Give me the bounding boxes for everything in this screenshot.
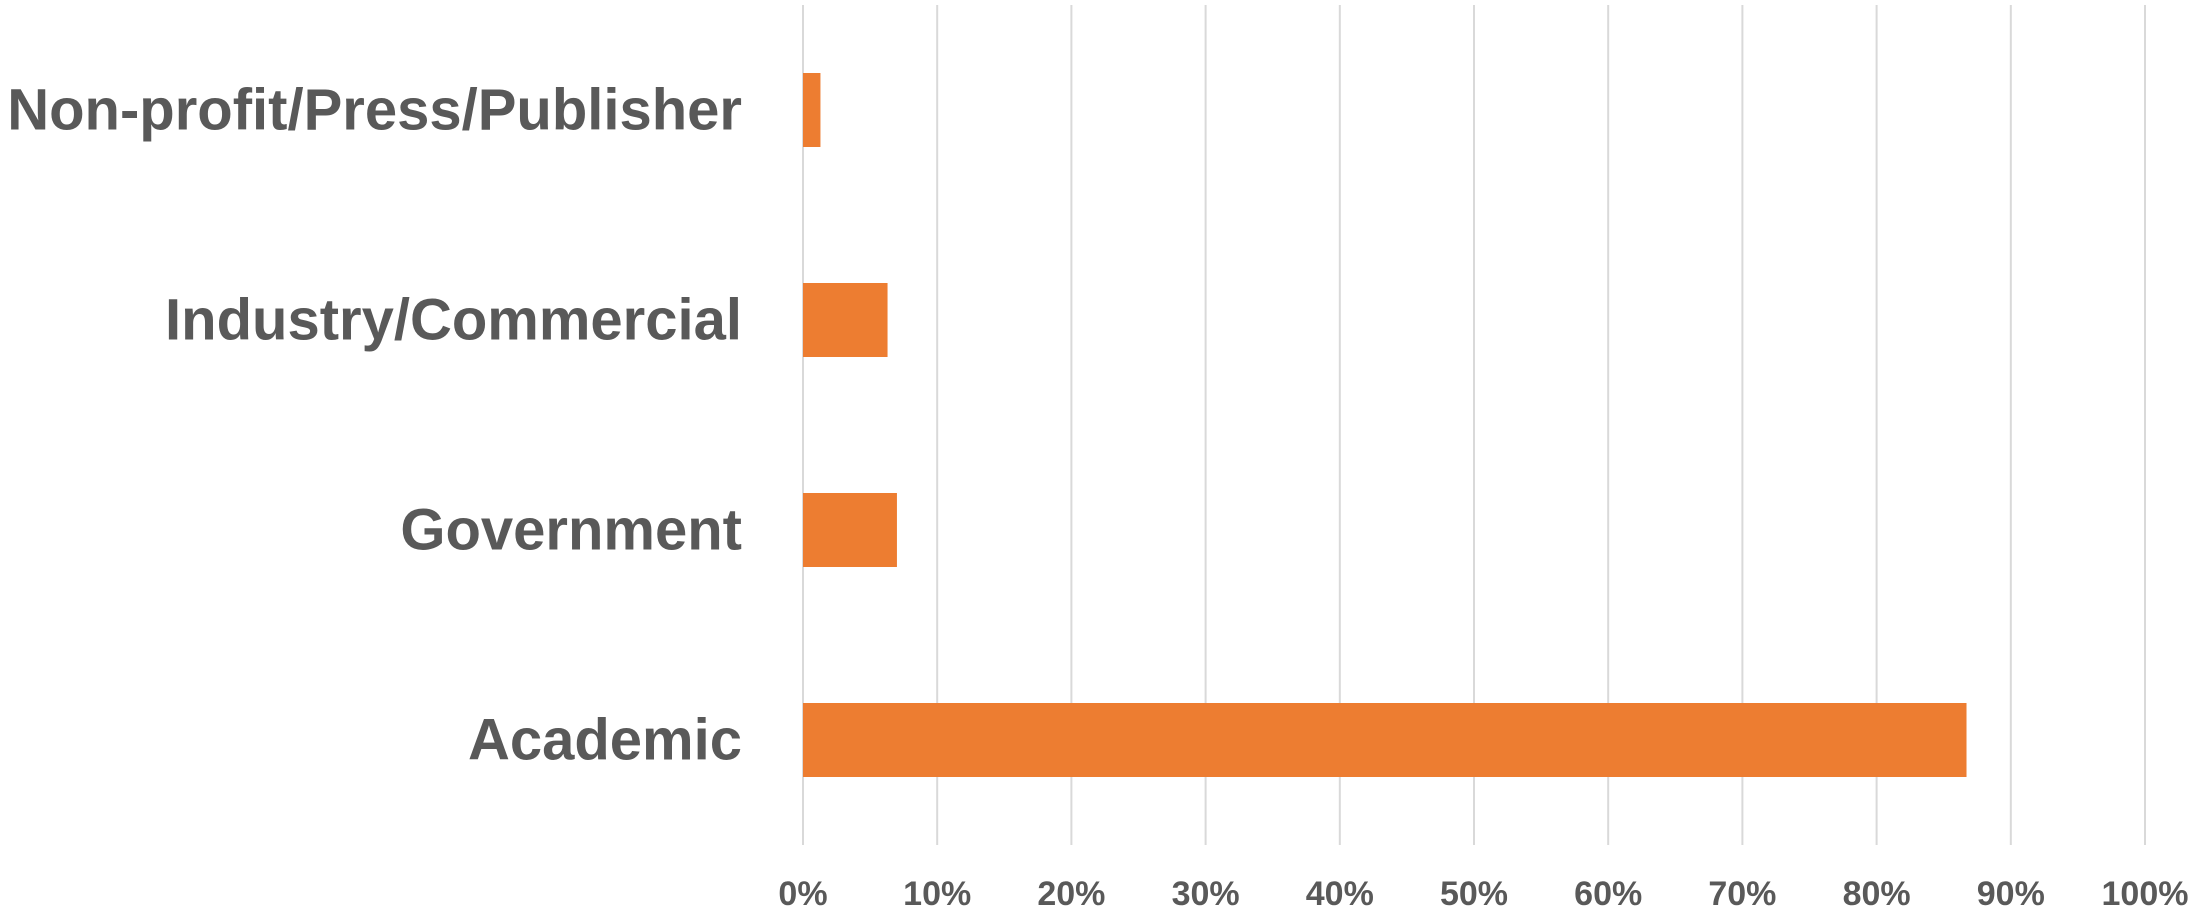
category-labels: Non-profit/Press/Publisher Industry/Comme… bbox=[7, 78, 742, 773]
x-axis-tick-labels: 0% 10% 20% 30% 40% 50% 60% 70% 80% 90% 100% bbox=[778, 875, 2188, 908]
gridlines bbox=[802, 5, 2146, 845]
x-tick-label: 80% bbox=[1843, 875, 1911, 908]
x-tick-label: 100% bbox=[2102, 875, 2189, 908]
bar bbox=[803, 493, 897, 567]
x-tick-label: 40% bbox=[1306, 875, 1374, 908]
category-label: Government bbox=[400, 498, 742, 563]
category-label: Non-profit/Press/Publisher bbox=[7, 78, 742, 143]
x-tick-label: 50% bbox=[1440, 875, 1508, 908]
category-label: Industry/Commercial bbox=[165, 288, 742, 353]
bar bbox=[803, 73, 821, 147]
x-tick-label: 70% bbox=[1708, 875, 1776, 908]
x-tick-label: 90% bbox=[1977, 875, 2045, 908]
bars bbox=[803, 73, 1967, 777]
x-tick-label: 0% bbox=[778, 875, 827, 908]
bar bbox=[803, 703, 1967, 777]
x-tick-label: 20% bbox=[1037, 875, 1105, 908]
category-label: Academic bbox=[468, 708, 742, 773]
x-tick-label: 10% bbox=[903, 875, 971, 908]
x-tick-label: 60% bbox=[1574, 875, 1642, 908]
x-tick-label: 30% bbox=[1172, 875, 1240, 908]
bar bbox=[803, 283, 888, 357]
